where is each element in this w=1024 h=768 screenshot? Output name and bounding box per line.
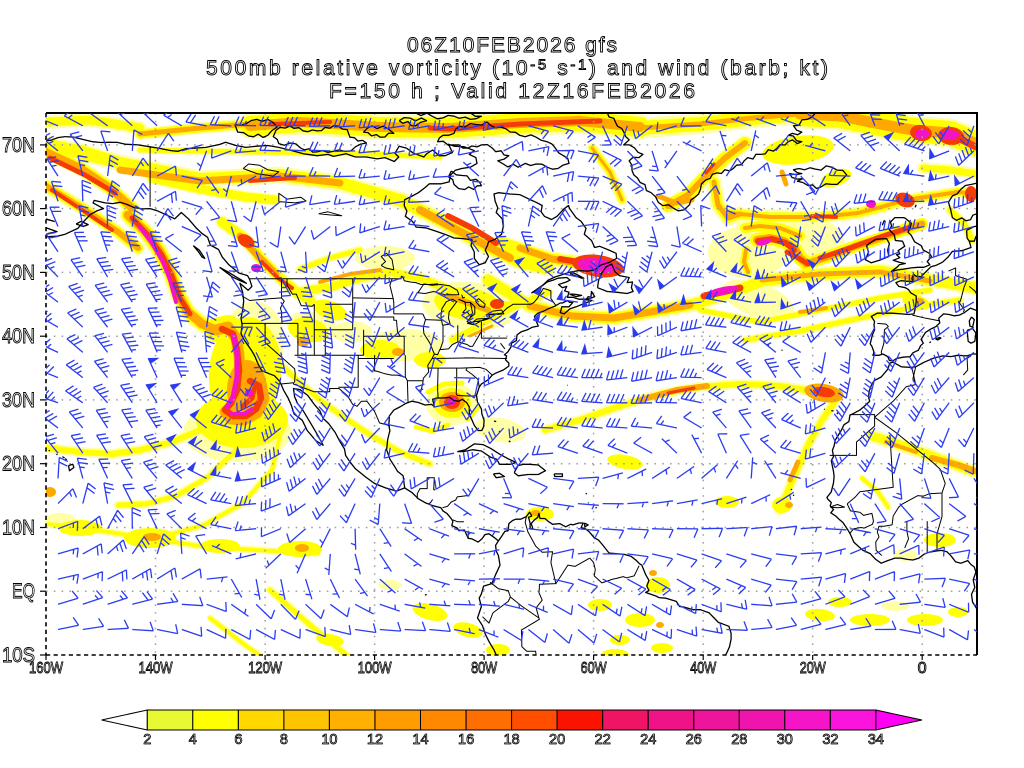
svg-text:4: 4 [189,732,197,748]
svg-text:120W: 120W [248,660,283,677]
svg-text:0: 0 [918,660,927,677]
svg-text:26: 26 [686,732,702,748]
svg-text:24: 24 [640,732,656,748]
svg-text:18: 18 [504,732,520,748]
svg-text:70N: 70N [2,134,35,157]
svg-text:60W: 60W [581,660,608,677]
svg-text:F=150 h ; Valid 12Z16FEB2026: F=150 h ; Valid 12Z16FEB2026 [329,80,695,103]
svg-text:160W: 160W [29,660,64,677]
svg-text:20W: 20W [800,660,827,677]
svg-text:10S: 10S [2,644,35,667]
svg-text:14: 14 [412,732,428,748]
svg-text:10N: 10N [2,517,35,540]
svg-text:2: 2 [143,732,151,748]
svg-text:10: 10 [321,732,337,748]
svg-text:8: 8 [280,732,288,748]
svg-text:140W: 140W [139,660,174,677]
svg-text:20: 20 [549,732,565,748]
svg-text:60N: 60N [2,198,35,221]
svg-text:22: 22 [595,732,611,748]
svg-text:20N: 20N [2,453,35,476]
svg-text:100W: 100W [358,660,393,677]
svg-text:EQ: EQ [12,580,35,603]
svg-text:30: 30 [777,732,793,748]
svg-text:30N: 30N [2,389,35,412]
svg-text:28: 28 [731,732,747,748]
svg-text:80W: 80W [471,660,498,677]
svg-text:6: 6 [234,732,242,748]
svg-text:12: 12 [367,732,383,748]
svg-text:40W: 40W [690,660,717,677]
svg-text:32: 32 [822,732,838,748]
svg-text:50N: 50N [2,261,35,284]
svg-text:06Z10FEB2026 gfs: 06Z10FEB2026 gfs [407,34,617,57]
svg-text:34: 34 [868,732,884,748]
svg-text:40N: 40N [2,325,35,348]
svg-text:16: 16 [458,732,474,748]
